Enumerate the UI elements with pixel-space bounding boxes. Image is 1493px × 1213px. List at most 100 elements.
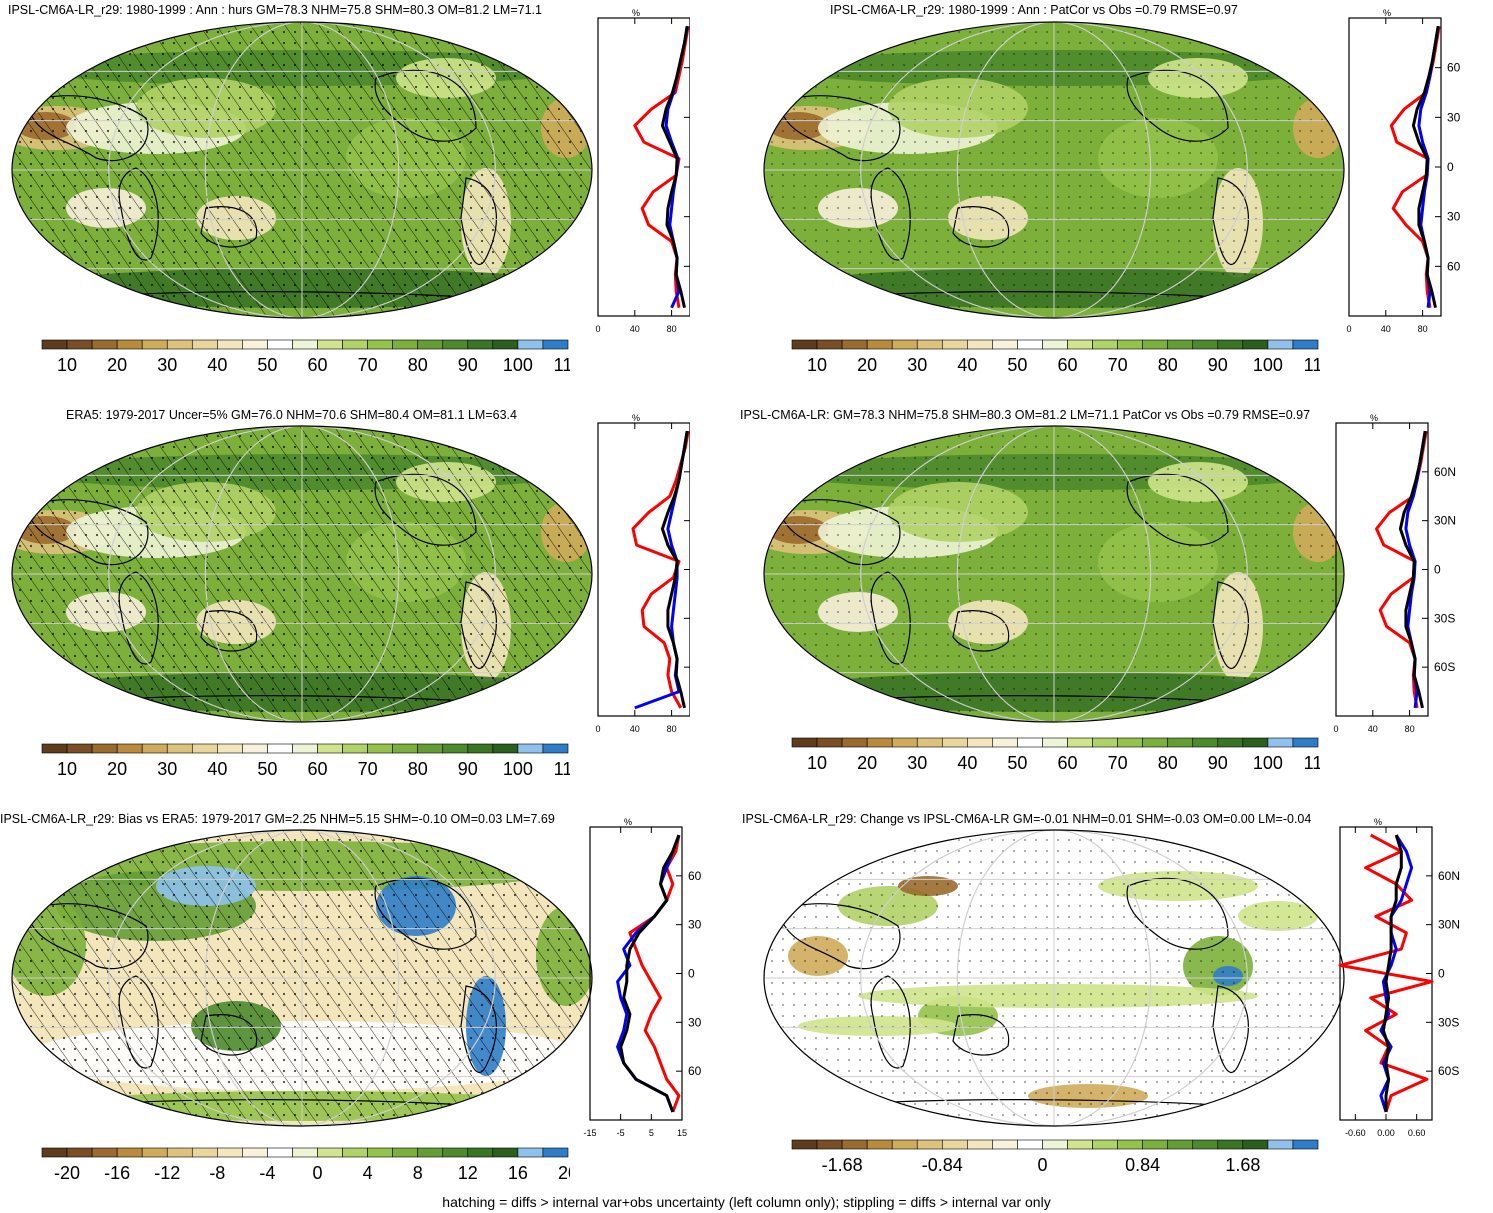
colorbar-swatch [892,738,917,747]
colorbar-swatch [418,340,443,349]
colorbar-swatch [92,744,117,753]
map-model-climatology [6,18,598,322]
colorbar-label: 70 [1108,753,1128,773]
colorbar-swatch [217,340,242,349]
colorbar-swatch [92,340,117,349]
x-tick-label: 40 [1368,724,1378,734]
colorbar-swatch [393,1148,418,1157]
colorbar-swatch [842,738,867,747]
colorbar-label: 10 [57,759,77,779]
colorbar-swatch [318,340,343,349]
colorbar-swatch [1193,1140,1218,1149]
colorbar-label: 80 [408,355,428,375]
zonal-mean-plot: %60N30N030S60S-0.60 0.00 0.60 [1332,817,1462,1162]
colorbar-label: 10 [57,355,77,375]
colorbar-label: 80 [1158,753,1178,773]
x-tick-label: -15 [583,1128,596,1138]
colorbar-swatch [1293,1140,1318,1149]
colorbar-label: 80 [1158,355,1178,375]
colorbar-label: 90 [1208,753,1228,773]
x-tick-label: 0 [595,724,600,734]
colorbar-swatch [817,340,842,349]
colorbar-swatch [1268,1140,1293,1149]
colorbar-swatch [92,1148,117,1157]
colorbar-swatch [1193,738,1218,747]
colorbar-label: 60 [1058,355,1078,375]
colorbar-label: 100 [1253,753,1283,773]
colorbar-swatch [518,340,543,349]
colorbar-label: 50 [257,759,277,779]
colorbar-label: 110 [554,759,570,779]
colorbar-label: 12 [458,1163,478,1183]
colorbar: 10 20 30 40 50 60 70 80 90 100 110 [790,338,1320,378]
colorbar-swatch [817,738,842,747]
colorbar-swatch [1118,738,1143,747]
colorbar-label: 70 [358,759,378,779]
colorbar-swatch [792,1140,817,1149]
x-tick-label: 15 [677,1128,687,1138]
colorbar-swatch [1193,340,1218,349]
colorbar-swatch [393,340,418,349]
colorbar-swatch [1118,1140,1143,1149]
x-tick-label: 5 [649,1128,654,1138]
colorbar-swatch [1068,738,1093,747]
colorbar-swatch [1218,1140,1243,1149]
colorbar-swatch [493,340,518,349]
x-tick-label: 40 [630,724,640,734]
y-tick-label: 30S [688,1015,702,1029]
colorbar-swatch [892,1140,917,1149]
colorbar-swatch [1268,738,1293,747]
colorbar-swatch [1293,340,1318,349]
colorbar-swatch [942,340,967,349]
x-tick-label: 0 [1333,724,1338,734]
colorbar-swatch [292,340,317,349]
colorbar-label: 20 [107,759,127,779]
colorbar: 10 20 30 40 50 60 70 80 90 100 110 [40,338,570,378]
colorbar-swatch [518,744,543,753]
colorbar-label: 60 [308,759,328,779]
colorbar-swatch [917,738,942,747]
colorbar-swatch [393,744,418,753]
colorbar: -1.68 -0.84 0 0.84 1.68 [790,1138,1320,1186]
colorbar-swatch [493,1148,518,1157]
zonal-unit-label: % [1370,413,1378,423]
colorbar-swatch [992,738,1017,747]
panel-title: ERA5: 1979-2017 Uncer=5% GM=76.0 NHM=70.… [66,408,517,422]
colorbar-swatch [1293,738,1318,747]
colorbar-label: 30 [907,753,927,773]
colorbar-swatch [867,738,892,747]
colorbar-label: 60 [308,355,328,375]
y-tick-label: 30N [1438,918,1460,932]
zonal-mean-plot: % 60N 30N 0 30S 60S -15 -5 5 15 [582,817,702,1162]
colorbar-swatch [343,1148,368,1157]
y-tick-label: 30N [1434,514,1456,528]
colorbar-swatch [1243,1140,1268,1149]
colorbar: 10 20 30 40 50 60 70 80 90 100 110 [790,736,1320,776]
colorbar-label: 100 [503,759,533,779]
x-tick-label: 80 [667,724,677,734]
colorbar-swatch [543,340,568,349]
colorbar-swatch [468,744,493,753]
colorbar-swatch [42,744,67,753]
y-tick-label: 0 [688,967,695,981]
colorbar-swatch [867,1140,892,1149]
colorbar-swatch [1218,738,1243,747]
colorbar-swatch [792,340,817,349]
colorbar-label: 4 [363,1163,373,1183]
colorbar-swatch [842,1140,867,1149]
colorbar-swatch [942,738,967,747]
footer-note: hatching = diffs > internal var+obs unce… [0,1194,1493,1210]
colorbar-swatch [368,744,393,753]
zonal-unit-label: % [624,817,632,827]
x-tick-label: 0.60 [1408,1128,1426,1138]
colorbar-swatch [842,340,867,349]
colorbar-swatch [418,744,443,753]
colorbar-swatch [192,340,217,349]
colorbar-swatch [443,1148,468,1157]
colorbar-label: 8 [413,1163,423,1183]
colorbar-swatch [892,340,917,349]
colorbar-label: 110 [1304,355,1320,375]
y-tick-label: 60N [688,869,702,883]
